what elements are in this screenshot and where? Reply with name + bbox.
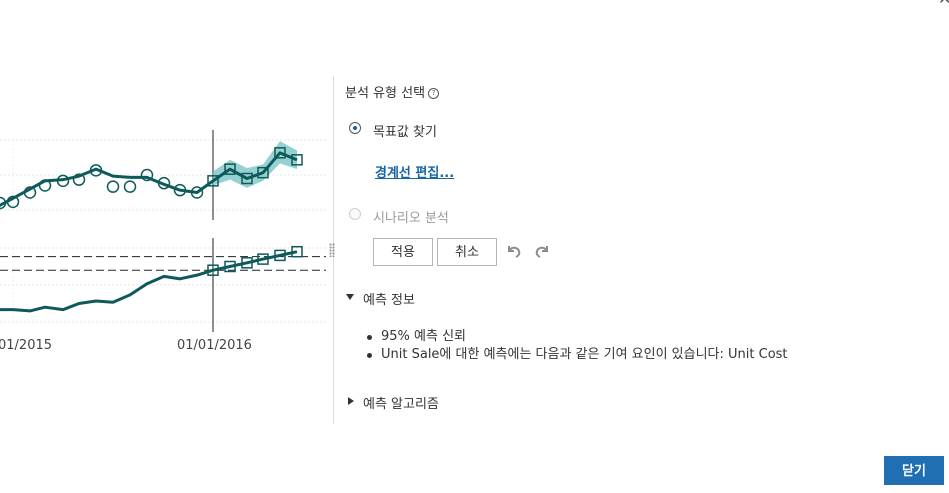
forecast-line xyxy=(212,250,298,272)
history-point xyxy=(0,196,7,210)
forecast-line xyxy=(212,151,298,183)
forecast-point xyxy=(291,245,303,258)
history-point xyxy=(89,164,103,177)
forecast-point xyxy=(207,264,219,276)
history-point xyxy=(123,180,137,193)
history-point xyxy=(106,180,120,193)
radio-scenario-analysis-label[interactable]: 시나리오 분석 xyxy=(373,211,449,226)
history-point xyxy=(190,186,204,199)
forecast-point xyxy=(274,249,286,262)
radio-target-seek[interactable] xyxy=(349,122,361,134)
forecast-band xyxy=(213,141,297,188)
history-point xyxy=(157,176,171,190)
forecast-algorithm-heading[interactable]: 예측 알고리즘 xyxy=(363,397,439,412)
forecast-info-item: Unit Sale에 대한 예측에는 다음과 같은 기여 요인이 있습니다: U… xyxy=(366,346,788,364)
history-point xyxy=(72,173,86,186)
edit-boundary-link[interactable]: 경계선 편집... xyxy=(375,166,455,181)
forecast-point xyxy=(241,172,253,185)
history-point xyxy=(173,183,187,197)
forecast-point xyxy=(257,253,269,265)
analysis-type-title-text: 분석 유형 선택 xyxy=(345,86,426,101)
help-icon[interactable]: ? xyxy=(428,88,440,99)
forecast-algorithm-expand-icon[interactable] xyxy=(348,397,354,405)
forecast-point xyxy=(224,163,236,175)
resize-handle[interactable] xyxy=(329,243,335,257)
history-point xyxy=(23,186,37,199)
history-point xyxy=(6,195,20,209)
forecast-info-list: 95% 예측 신뢰 Unit Sale에 대한 예측에는 다음과 같은 기여 요… xyxy=(366,328,788,364)
redo-icon[interactable] xyxy=(533,242,551,260)
forecast-point xyxy=(241,257,253,269)
history-point xyxy=(56,174,70,188)
close-icon[interactable]: ✕ xyxy=(938,0,949,7)
forecast-chart: 01/2015 01/01/2016 xyxy=(0,130,326,353)
history-line xyxy=(0,268,214,313)
driver-plot xyxy=(0,238,326,332)
forecast-point xyxy=(257,166,269,179)
forecast-info-heading[interactable]: 예측 정보 xyxy=(363,293,415,308)
x-tick-label: 01/2015 xyxy=(0,338,52,353)
forecast-point xyxy=(207,175,219,187)
close-button[interactable]: 닫기 xyxy=(884,456,944,485)
apply-button[interactable]: 적용 xyxy=(373,238,433,266)
history-point xyxy=(38,179,52,192)
cancel-button[interactable]: 취소 xyxy=(437,238,497,266)
forecast-point xyxy=(274,147,286,159)
forecast-info-expand-icon[interactable] xyxy=(346,294,354,300)
history-point xyxy=(140,168,154,182)
target-plot xyxy=(0,130,326,220)
x-tick-label: 01/01/2016 xyxy=(177,338,252,353)
radio-target-seek-label[interactable]: 목표값 찾기 xyxy=(373,125,437,140)
undo-icon[interactable] xyxy=(505,242,523,260)
forecast-point xyxy=(224,260,236,273)
analysis-type-title: 분석 유형 선택? xyxy=(345,82,440,101)
radio-scenario-analysis[interactable] xyxy=(349,208,361,220)
forecast-point xyxy=(291,154,303,166)
forecast-info-item: 95% 예측 신뢰 xyxy=(366,328,788,346)
